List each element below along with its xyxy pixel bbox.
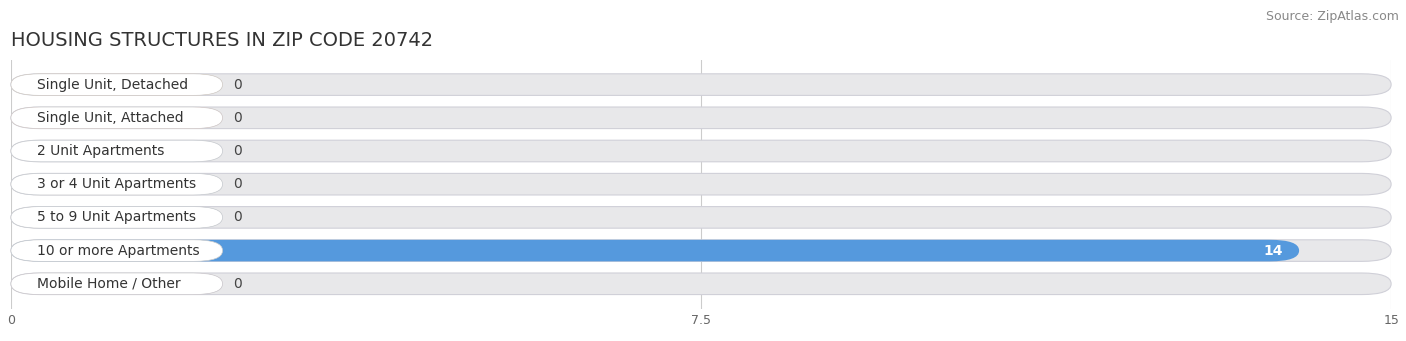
- FancyBboxPatch shape: [11, 207, 222, 228]
- Text: HOUSING STRUCTURES IN ZIP CODE 20742: HOUSING STRUCTURES IN ZIP CODE 20742: [11, 31, 433, 50]
- Text: 14: 14: [1263, 243, 1282, 257]
- Text: Single Unit, Detached: Single Unit, Detached: [37, 78, 188, 92]
- FancyBboxPatch shape: [11, 140, 222, 162]
- Text: 0: 0: [233, 78, 242, 92]
- FancyBboxPatch shape: [11, 207, 1391, 228]
- FancyBboxPatch shape: [11, 107, 222, 129]
- FancyBboxPatch shape: [11, 174, 222, 195]
- FancyBboxPatch shape: [11, 174, 1391, 195]
- Text: 0: 0: [233, 210, 242, 224]
- FancyBboxPatch shape: [11, 140, 1391, 162]
- FancyBboxPatch shape: [11, 74, 1391, 95]
- FancyBboxPatch shape: [11, 240, 1299, 261]
- Text: 0: 0: [233, 144, 242, 158]
- Text: 3 or 4 Unit Apartments: 3 or 4 Unit Apartments: [37, 177, 195, 191]
- FancyBboxPatch shape: [11, 74, 222, 95]
- Text: 0: 0: [233, 277, 242, 291]
- Text: 5 to 9 Unit Apartments: 5 to 9 Unit Apartments: [37, 210, 195, 224]
- FancyBboxPatch shape: [11, 140, 222, 162]
- FancyBboxPatch shape: [11, 273, 1391, 295]
- Text: 0: 0: [233, 111, 242, 125]
- FancyBboxPatch shape: [11, 240, 1391, 261]
- Text: 0: 0: [233, 177, 242, 191]
- Text: Source: ZipAtlas.com: Source: ZipAtlas.com: [1265, 10, 1399, 23]
- Text: 2 Unit Apartments: 2 Unit Apartments: [37, 144, 165, 158]
- FancyBboxPatch shape: [11, 240, 222, 261]
- FancyBboxPatch shape: [11, 273, 222, 295]
- Text: 10 or more Apartments: 10 or more Apartments: [37, 243, 200, 257]
- FancyBboxPatch shape: [11, 174, 222, 195]
- Text: Single Unit, Attached: Single Unit, Attached: [37, 111, 183, 125]
- FancyBboxPatch shape: [11, 107, 222, 129]
- FancyBboxPatch shape: [11, 273, 222, 295]
- FancyBboxPatch shape: [11, 207, 222, 228]
- Text: Mobile Home / Other: Mobile Home / Other: [37, 277, 180, 291]
- FancyBboxPatch shape: [11, 107, 1391, 129]
- FancyBboxPatch shape: [11, 74, 222, 95]
